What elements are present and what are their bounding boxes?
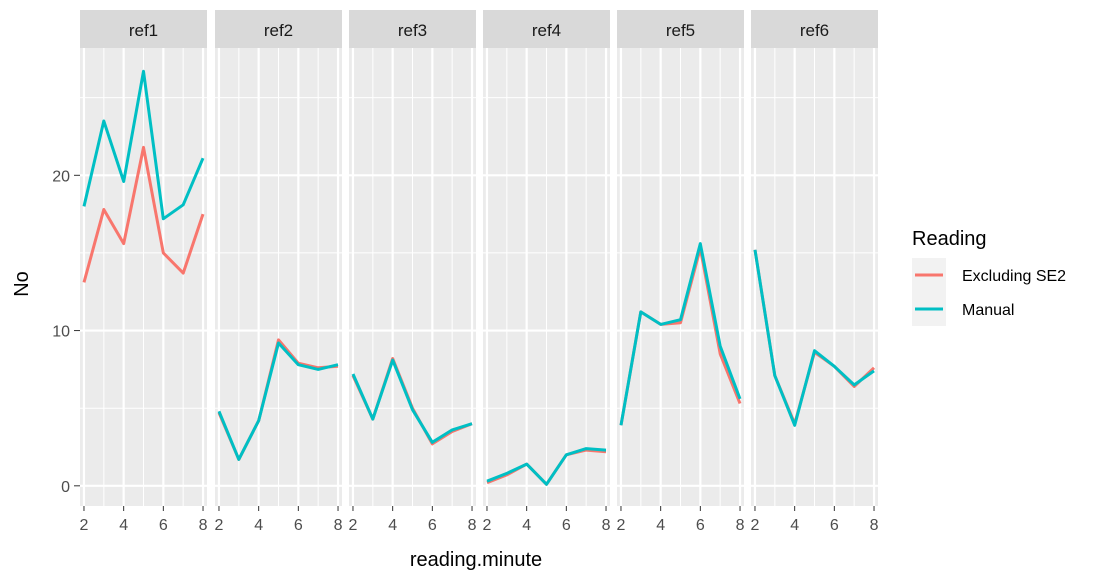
legend-label: Excluding SE2 [962,268,1066,285]
x-tick-label: 4 [119,517,128,534]
x-tick-label: 6 [830,517,839,534]
series-line-manual [217,341,339,461]
series-line-excluding-se2 [82,145,205,283]
facet-strip [349,10,476,48]
x-tick-label: 6 [696,517,705,534]
facet-strip [215,10,342,48]
facet-strip [751,10,878,48]
x-tick-label: 4 [656,517,665,534]
facet-strip-label: ref5 [666,21,695,40]
facet-panels: ref1 2 4 6 8 ref2 2 4 6 8 ref3 2 4 6 8 ref4 2 4 6 8 ref5 2 4 6 8… [80,10,879,534]
y-tick-label: 0 [61,479,70,496]
x-tick-label: 6 [562,517,571,534]
legend-label: Manual [962,302,1014,319]
legend-entries: Excluding SE2 Manual [912,258,1066,326]
x-tick-label: 6 [294,517,303,534]
legend-item: Excluding SE2 [912,258,1066,292]
facet-ref4: ref4 2 4 6 8 [483,10,611,534]
y-tick-label: 10 [52,324,70,341]
facet-strip-label: ref2 [264,21,293,40]
x-tick-label: 2 [617,517,626,534]
facet-strip-label: ref3 [398,21,427,40]
facet-ref6: ref6 2 4 6 8 [751,10,879,534]
x-tick-label: 4 [254,517,263,534]
x-tick-label: 8 [870,517,879,534]
y-axis: 0 10 20 [52,168,80,496]
facet-strip-label: ref6 [800,21,829,40]
facet-strip [483,10,610,48]
series-line-manual [351,358,473,444]
x-tick-label: 8 [199,517,208,534]
legend: Reading Excluding SE2 Manual [912,228,1066,326]
x-tick-label: 4 [522,517,531,534]
x-tick-label: 8 [736,517,745,534]
legend-item: Manual [912,292,1014,326]
series-line-manual [486,447,607,486]
x-tick-label: 2 [483,517,492,534]
y-axis-title: No [11,271,33,297]
facet-ref2: ref2 2 4 6 8 [215,10,343,534]
series-line-manual [753,249,875,427]
x-tick-label: 2 [215,517,224,534]
x-tick-label: 2 [80,517,89,534]
x-tick-label: 6 [428,517,437,534]
x-tick-label: 6 [159,517,168,534]
facet-strip [617,10,744,48]
x-tick-label: 2 [349,517,358,534]
facet-strip-label: ref4 [532,21,561,40]
x-axis-title: reading.minute [410,549,542,571]
legend-title: Reading [912,228,987,250]
x-tick-label: 8 [602,517,611,534]
x-tick-label: 2 [751,517,760,534]
x-tick-label: 4 [790,517,799,534]
facet-strip-label: ref1 [129,21,158,40]
x-tick-label: 8 [334,517,343,534]
series-line-manual [82,69,205,221]
x-tick-label: 4 [388,517,397,534]
series-line-manual [619,242,742,426]
y-tick-label: 20 [52,168,70,185]
facet-strip [80,10,207,48]
facet-ref5: ref5 2 4 6 8 [617,10,745,534]
x-tick-label: 8 [468,517,477,534]
facet-ref1: ref1 2 4 6 8 [80,10,208,534]
facet-ref3: ref3 2 4 6 8 [349,10,477,534]
